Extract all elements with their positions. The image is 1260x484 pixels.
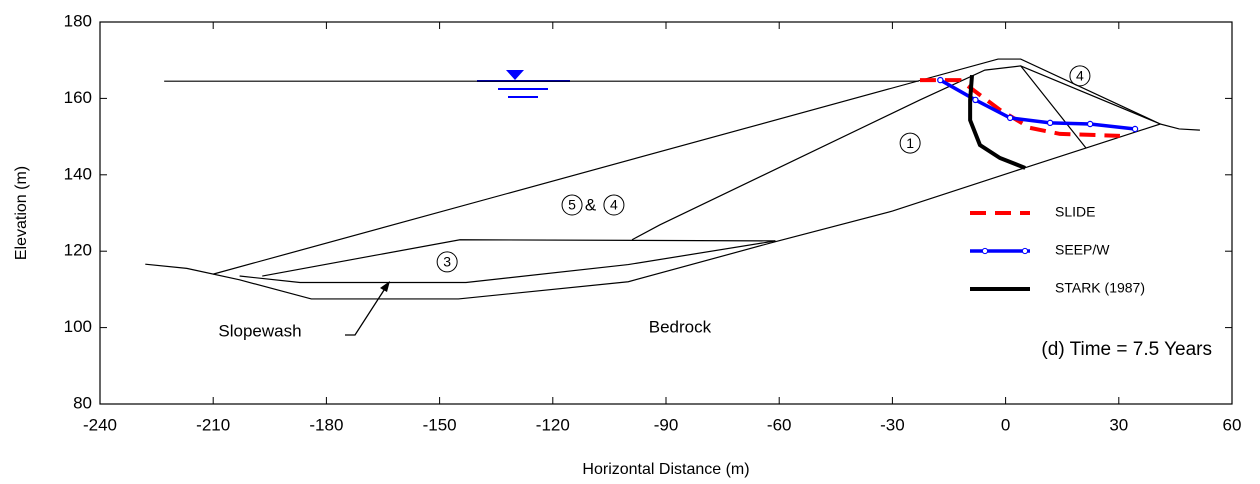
x-tick-label: -30 bbox=[880, 415, 905, 434]
annotation: & bbox=[585, 195, 597, 214]
water-symbol bbox=[477, 70, 570, 98]
annotation-circle bbox=[561, 194, 583, 216]
x-tick-label: 0 bbox=[1001, 415, 1010, 434]
boundary-line bbox=[239, 240, 776, 284]
series-line bbox=[968, 74, 1026, 170]
boundary-line bbox=[631, 65, 1087, 241]
x-axis-label: Horizontal Distance (m) bbox=[582, 461, 749, 478]
series-marker bbox=[1046, 119, 1054, 127]
annotation: 4 bbox=[610, 197, 618, 213]
x-tick-label: -210 bbox=[196, 415, 230, 434]
y-axis-label: Elevation (m) bbox=[13, 166, 30, 260]
legend-label: STARK (1987) bbox=[1055, 280, 1145, 296]
legend-marker bbox=[1021, 247, 1029, 255]
y-tick-label: 80 bbox=[73, 393, 92, 412]
annotation: 1 bbox=[906, 135, 914, 151]
y-tick-label: 120 bbox=[64, 241, 92, 260]
series-marker bbox=[937, 76, 944, 84]
boundary-line bbox=[1020, 65, 1161, 125]
annotation: Bedrock bbox=[649, 317, 712, 336]
x-tick-label: -150 bbox=[423, 415, 457, 434]
x-tick-label: 60 bbox=[1223, 415, 1242, 434]
x-tick-label: -120 bbox=[536, 415, 570, 434]
annotation-circle bbox=[436, 251, 458, 273]
y-tick-label: 180 bbox=[64, 11, 92, 30]
series-marker bbox=[972, 96, 979, 104]
x-tick-label: -60 bbox=[767, 415, 792, 434]
slopewash-arrow bbox=[345, 281, 390, 336]
boundary-line bbox=[145, 123, 1200, 300]
annotation: 4 bbox=[1076, 68, 1084, 84]
series-line bbox=[919, 78, 1120, 138]
series-marker bbox=[1086, 120, 1094, 128]
x-tick-label: 30 bbox=[1109, 415, 1128, 434]
y-tick-label: 140 bbox=[64, 164, 92, 183]
series-marker bbox=[1131, 125, 1139, 133]
boundary-line bbox=[213, 58, 1161, 275]
annotation-circle bbox=[1069, 65, 1091, 87]
x-tick-label: -180 bbox=[309, 415, 343, 434]
annotation-circle bbox=[899, 132, 921, 154]
annotation-circle bbox=[603, 194, 625, 216]
legend-label: SLIDE bbox=[1055, 204, 1095, 220]
annotation: 3 bbox=[443, 254, 451, 270]
y-tick-label: 160 bbox=[64, 88, 92, 107]
annotation: Slopewash bbox=[218, 322, 301, 341]
x-tick-label: -90 bbox=[654, 415, 679, 434]
legend-label: SEEP/W bbox=[1055, 242, 1110, 258]
x-tick-label: -240 bbox=[83, 415, 117, 434]
y-tick-label: 100 bbox=[64, 317, 92, 336]
series-marker bbox=[1006, 114, 1014, 122]
boundary-line bbox=[262, 239, 776, 277]
time-note: (d) Time = 7.5 Years bbox=[1041, 339, 1212, 360]
legend-marker bbox=[981, 247, 989, 255]
annotation: 5 bbox=[568, 197, 576, 213]
